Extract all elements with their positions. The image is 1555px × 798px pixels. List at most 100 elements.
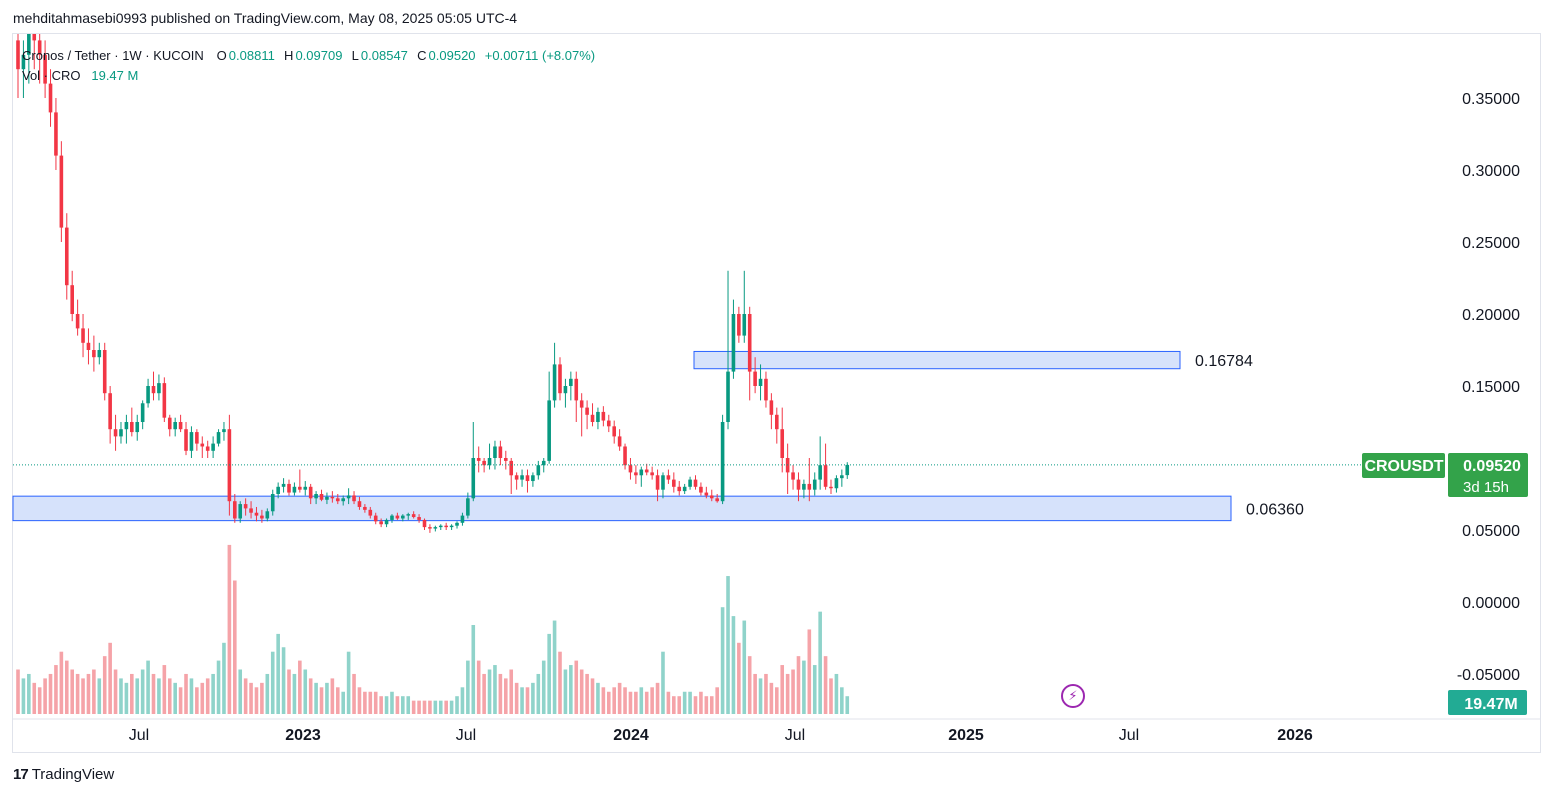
candle-body bbox=[97, 350, 102, 358]
candle-body bbox=[422, 519, 427, 528]
open-label: O bbox=[216, 48, 227, 63]
volume-bar bbox=[140, 669, 145, 714]
volume-bar bbox=[666, 691, 671, 714]
y-tick-label: 0.35000 bbox=[1462, 91, 1520, 108]
volume-row: Vol · CRO 19.47 M bbox=[22, 66, 597, 86]
candle-body bbox=[650, 472, 654, 476]
candle-body bbox=[260, 515, 264, 519]
candle-body bbox=[86, 342, 91, 350]
last-price-label: 0.09520 bbox=[1463, 458, 1521, 475]
candle-body bbox=[249, 508, 253, 513]
candle-body bbox=[449, 525, 454, 528]
candle-body bbox=[569, 378, 573, 386]
chart-frame bbox=[12, 33, 1541, 753]
volume-bar bbox=[205, 678, 210, 714]
candle-body bbox=[222, 429, 226, 433]
chart-legend: Cronos / Tether · 1W · KUCOIN O 0.08811 H… bbox=[22, 46, 597, 86]
volume-bar bbox=[32, 682, 37, 714]
candle-body bbox=[238, 504, 243, 519]
candle-body bbox=[520, 475, 524, 480]
volume-bar bbox=[509, 669, 514, 714]
volume-bar bbox=[422, 700, 427, 714]
candle-body bbox=[558, 364, 562, 394]
volume-bar bbox=[498, 673, 503, 714]
candle-body bbox=[726, 371, 730, 422]
close-label: C bbox=[417, 48, 427, 63]
volume-bar bbox=[601, 687, 606, 714]
candle-body bbox=[308, 486, 313, 499]
volume-bar bbox=[438, 700, 443, 714]
volume-bar bbox=[617, 682, 622, 714]
candle-body bbox=[21, 54, 26, 70]
volume-bar bbox=[639, 687, 644, 714]
candle-body bbox=[812, 479, 817, 490]
candle-body bbox=[151, 386, 156, 394]
volume-bar bbox=[395, 696, 400, 714]
x-tick-label: Jul bbox=[1119, 727, 1139, 744]
volume-bar bbox=[704, 696, 709, 714]
candle-body bbox=[162, 383, 167, 418]
x-tick-label: Jul bbox=[129, 727, 149, 744]
volume-bar bbox=[265, 673, 270, 714]
volume-bar bbox=[428, 700, 432, 714]
candle-body bbox=[92, 350, 96, 358]
candle-body bbox=[75, 314, 80, 329]
volume-bar bbox=[97, 678, 102, 714]
candle-body bbox=[455, 522, 459, 526]
volume-bar bbox=[596, 682, 600, 714]
candle-body bbox=[373, 515, 378, 522]
volume-bar bbox=[677, 696, 682, 714]
volume-bar bbox=[151, 673, 156, 714]
low-label: L bbox=[351, 48, 359, 63]
close-value: 0.09520 bbox=[428, 48, 476, 63]
candle-body bbox=[709, 495, 714, 499]
volume-bar bbox=[406, 696, 411, 714]
volume-bar bbox=[346, 651, 351, 714]
volume-bar bbox=[650, 687, 654, 714]
candle-body bbox=[270, 494, 275, 512]
candle-body bbox=[157, 383, 161, 394]
volume-bar bbox=[211, 673, 215, 714]
candle-body bbox=[699, 486, 703, 493]
volume-bar bbox=[189, 678, 194, 714]
volume-bar bbox=[444, 700, 448, 714]
volume-bar bbox=[541, 660, 546, 714]
volume-bar bbox=[119, 678, 123, 714]
volume-bar bbox=[574, 660, 579, 714]
volume-bar bbox=[298, 660, 302, 714]
volume-bar bbox=[81, 678, 85, 714]
x-tick-label: Jul bbox=[785, 727, 805, 744]
candle-body bbox=[346, 495, 351, 499]
volume-bar bbox=[27, 673, 31, 714]
candle-body bbox=[715, 498, 719, 502]
candle-body bbox=[845, 464, 850, 476]
volume-bar bbox=[552, 620, 557, 714]
volume-bar bbox=[157, 678, 161, 714]
volume-bar bbox=[672, 696, 676, 714]
volume-label[interactable]: Vol · CRO bbox=[22, 68, 81, 83]
candle-body bbox=[357, 501, 362, 507]
candle-body bbox=[590, 414, 595, 422]
lightning-icon[interactable]: ⚡ bbox=[1061, 684, 1085, 708]
volume-bar bbox=[845, 696, 850, 714]
candle-body bbox=[834, 478, 839, 489]
footer-brand[interactable]: 17 TradingView bbox=[13, 766, 114, 783]
volume-bar bbox=[720, 607, 725, 714]
support-resistance-zone bbox=[693, 350, 1181, 370]
volume-bar bbox=[525, 687, 530, 714]
symbol-title[interactable]: Cronos / Tether · 1W · KUCOIN bbox=[22, 48, 204, 63]
candle-body bbox=[677, 486, 682, 492]
volume-bar bbox=[655, 682, 660, 714]
volume-bar bbox=[314, 682, 318, 714]
candle-body bbox=[243, 504, 248, 509]
volume-bar bbox=[504, 678, 508, 714]
candle-body bbox=[753, 371, 757, 386]
volume-bar bbox=[764, 673, 768, 714]
volume-bar bbox=[86, 673, 91, 714]
candle-body bbox=[341, 498, 345, 502]
volume-badge bbox=[1448, 690, 1527, 715]
y-tick-label: 0.25000 bbox=[1462, 235, 1520, 252]
x-tick-label: 2025 bbox=[948, 727, 984, 744]
volume-bar bbox=[471, 625, 476, 714]
